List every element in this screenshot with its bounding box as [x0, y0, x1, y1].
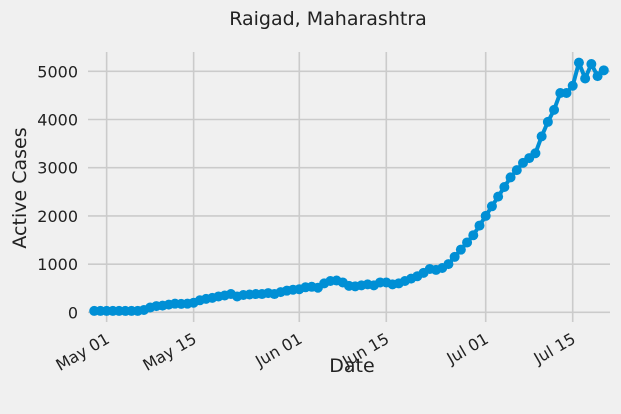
data-point: [468, 230, 479, 241]
y-tick-label: 5000: [37, 62, 78, 81]
data-point: [598, 65, 609, 76]
data-point: [549, 104, 560, 115]
y-tick-label: 2000: [37, 207, 78, 226]
data-point: [462, 237, 473, 248]
y-axis-label: Active Cases: [9, 127, 31, 248]
data-point: [542, 116, 553, 127]
y-tick-label: 0: [68, 303, 78, 322]
data-point: [474, 220, 485, 231]
data-point: [586, 59, 597, 70]
data-point: [443, 259, 454, 270]
y-tick-label: 3000: [37, 159, 78, 178]
data-point: [455, 244, 466, 255]
data-point: [511, 165, 522, 176]
x-axis-label: Date: [329, 355, 374, 377]
data-point: [536, 131, 547, 142]
data-point: [573, 57, 584, 68]
y-tick-label: 1000: [37, 255, 78, 274]
data-point: [480, 210, 491, 221]
chart-title: Raigad, Maharashtra: [229, 8, 427, 30]
y-tick-label: 4000: [37, 111, 78, 130]
data-point: [567, 80, 578, 91]
data-point: [505, 172, 516, 183]
data-point: [499, 182, 510, 192]
data-point: [561, 87, 572, 98]
data-point: [580, 73, 591, 84]
data-point: [486, 201, 497, 212]
data-point: [449, 251, 460, 262]
series-layer: [89, 57, 609, 316]
data-point: [530, 148, 541, 159]
data-point: [493, 191, 504, 202]
grid-layer: [88, 52, 610, 322]
